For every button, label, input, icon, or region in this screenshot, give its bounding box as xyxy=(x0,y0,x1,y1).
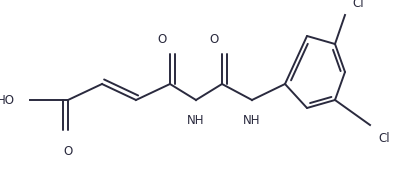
Text: O: O xyxy=(209,33,219,46)
Text: NH: NH xyxy=(187,114,205,127)
Text: NH: NH xyxy=(243,114,261,127)
Text: Cl: Cl xyxy=(378,132,390,145)
Text: O: O xyxy=(157,33,166,46)
Text: Cl: Cl xyxy=(352,0,364,10)
Text: O: O xyxy=(63,145,73,158)
Text: HO: HO xyxy=(0,93,15,106)
